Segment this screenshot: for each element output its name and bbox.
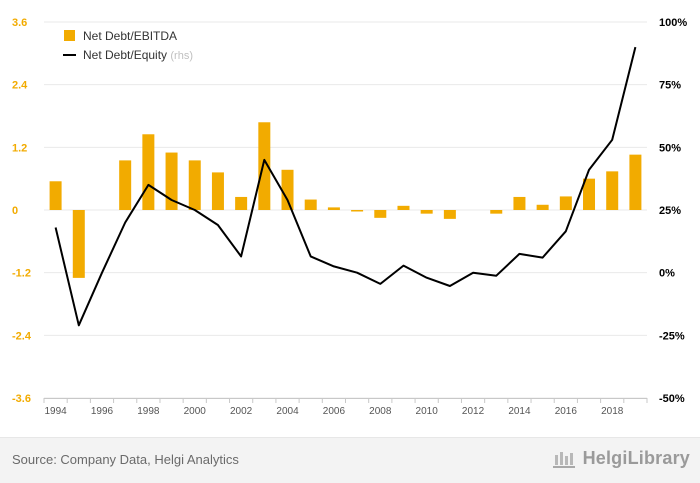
x-tick-label: 1996 [91,406,114,417]
bar-net-debt-ebitda [629,154,642,210]
y-right-tick-label: -25% [659,330,685,342]
x-tick-label: 2018 [601,406,624,417]
legend-label-line: Net Debt/Equity (rhs) [83,48,193,62]
x-tick-label: 1994 [44,406,67,417]
x-tick-label: 2016 [555,406,578,417]
bar-net-debt-ebitda [72,210,85,278]
bar-net-debt-ebitda [513,196,526,210]
bar-net-debt-ebitda [119,160,132,210]
bar-net-debt-ebitda [281,169,294,210]
x-tick-label: 2010 [416,406,439,417]
bar-net-debt-ebitda [165,152,178,210]
legend-label-bar: Net Debt/EBITDA [83,29,177,43]
bar-net-debt-ebitda [374,210,387,218]
footer: Source: Company Data, Helgi Analytics He… [0,437,700,483]
chart-svg: 3.6 2.4 1.2 0 -1.2 -2.4 -3.6 100% 75% 50% 25% 0% -25… [12,17,687,417]
y-left-tick-label: 2.4 [12,80,28,92]
library-icon [552,452,575,468]
y-left-tick-label: -1.2 [12,268,31,280]
bar-net-debt-ebitda [397,205,410,210]
line-net-debt-equity [54,46,637,327]
bar-net-debt-ebitda [211,172,224,210]
x-tick-label: 2008 [369,406,392,417]
bar-net-debt-ebitda [559,196,572,210]
bar-net-debt-ebitda [606,171,619,210]
bar-net-debt-ebitda [420,210,433,214]
legend-label-line-suffix: (rhs) [170,50,193,62]
source-text: Source: Company Data, Helgi Analytics [12,452,239,467]
bar-net-debt-ebitda [142,134,155,210]
y-right-tick-label: -50% [659,393,685,405]
bar-net-debt-ebitda [351,210,364,212]
bar-net-debt-ebitda [490,210,503,214]
axes-layer: 3.6 2.4 1.2 0 -1.2 -2.4 -3.6 100% 75% 50% 25% 0% -25… [12,17,687,417]
x-tick-label: 2004 [276,406,299,417]
bar-net-debt-ebitda [49,181,62,210]
bar-net-debt-ebitda [188,160,201,210]
y-left-tick-label: 0 [12,205,18,217]
bar-net-debt-ebitda [327,207,340,210]
grid-layer [44,21,647,399]
bar-net-debt-ebitda [304,199,317,210]
y-left-tick-label: -2.4 [12,330,32,342]
legend-swatch-bar [64,30,75,41]
x-tick-label: 2002 [230,406,253,417]
bars-layer [49,122,642,278]
y-left-tick-label: 1.2 [12,142,27,154]
bar-net-debt-ebitda [583,178,596,210]
line-layer [54,46,637,327]
y-right-tick-label: 75% [659,80,681,92]
brand-name: HelgiLibrary [582,447,690,468]
brand-logo: HelgiLibrary [551,447,690,469]
bar-net-debt-ebitda [536,204,549,210]
y-left-tick-label: 3.6 [12,17,27,29]
y-right-tick-label: 25% [659,205,681,217]
x-tick-label: 1998 [137,406,160,417]
y-right-tick-label: 0% [659,268,675,280]
y-left-tick-label: -3.6 [12,393,31,405]
bar-net-debt-ebitda [235,196,248,210]
bar-net-debt-ebitda [258,122,271,210]
x-tick-label: 2014 [508,406,531,417]
x-tick-label: 2012 [462,406,485,417]
bar-net-debt-ebitda [443,210,456,219]
x-tick-label: 2000 [184,406,207,417]
x-tick-label: 2006 [323,406,346,417]
y-right-tick-label: 50% [659,142,681,154]
legend-layer: Net Debt/EBITDA Net Debt/Equity (rhs) [63,29,193,62]
y-right-tick-label: 100% [659,17,687,29]
